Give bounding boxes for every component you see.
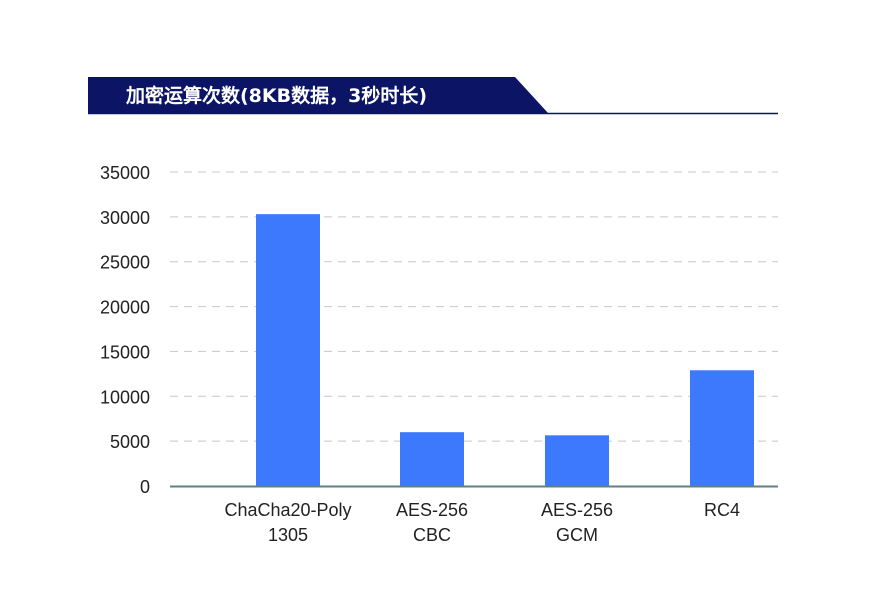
chart-title: 加密运算次数(8KB数据，3秒时长) xyxy=(125,84,427,107)
y-tick-label: 30000 xyxy=(100,208,150,228)
y-tick-label: 15000 xyxy=(100,342,150,362)
title-band xyxy=(88,77,548,113)
bar xyxy=(256,214,320,486)
y-axis-tick-labels: 0 5000 10000 15000 20000 25000 30000 35000 xyxy=(100,163,150,497)
y-tick-label: 20000 xyxy=(100,298,150,318)
y-tick-label: 5000 xyxy=(110,432,150,452)
x-category-label: AES-256 xyxy=(396,500,468,520)
x-category-label: CBC xyxy=(413,525,451,545)
bar xyxy=(400,432,464,486)
y-tick-label: 25000 xyxy=(100,253,150,273)
bar xyxy=(690,370,754,486)
y-tick-label: 35000 xyxy=(100,163,150,183)
y-tick-label: 0 xyxy=(140,477,150,497)
x-category-label: RC4 xyxy=(704,500,740,520)
x-category-label: AES-256 xyxy=(541,500,613,520)
x-category-label: GCM xyxy=(556,525,598,545)
x-category-label: 1305 xyxy=(268,525,308,545)
x-axis-category-labels: ChaCha20-Poly 1305 AES-256 CBC AES-256 GCM RC4 xyxy=(224,500,740,545)
bar xyxy=(545,435,609,486)
x-category-label: ChaCha20-Poly xyxy=(224,500,351,520)
y-tick-label: 10000 xyxy=(100,387,150,407)
chart-title-banner: 加密运算次数(8KB数据，3秒时长) xyxy=(88,77,778,115)
bars xyxy=(256,214,754,486)
